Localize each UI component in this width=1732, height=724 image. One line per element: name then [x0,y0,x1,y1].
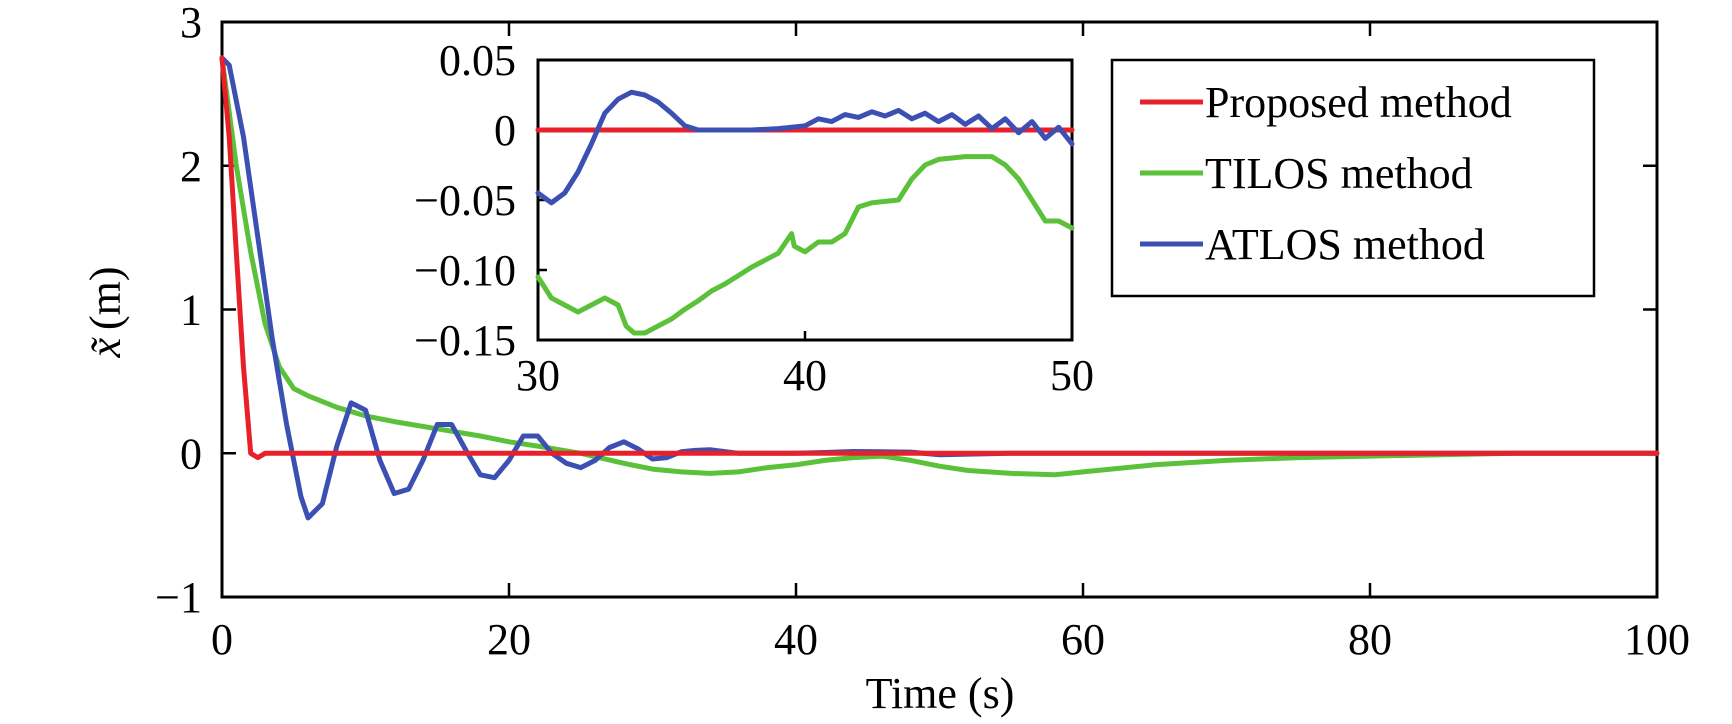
main-x-tick-label: 80 [1348,615,1392,664]
main-y-tick-label: 2 [180,142,202,191]
inset-y-tick-label: 0 [494,106,516,155]
inset-series-atlos-method [535,89,1075,206]
main-x-tick-label: 20 [487,615,531,664]
inset-series-tilos-method [535,154,1075,336]
legend-label-proposed: Proposed method [1205,78,1512,127]
main-series-proposed-method [219,55,1660,461]
main-y-tick-label: 3 [180,0,202,47]
y-axis-title: x̃ (m) [81,266,130,358]
main-x-tick-label: 60 [1061,615,1105,664]
main-y-tick-label: −1 [155,573,202,622]
main-x-tick-label: 0 [211,615,233,664]
legend-label-tilos: TILOS method [1205,149,1473,198]
legend-label-atlos: ATLOS method [1205,220,1485,269]
inset-series [535,89,1075,336]
main-y-tick-label: 1 [180,286,202,335]
main-x-tick-label: 100 [1624,615,1690,664]
legend: Proposed method TILOS method ATLOS metho… [1110,58,1596,298]
inset-y-tick-label: −0.05 [414,176,516,225]
inset-x-tick-label: 50 [1050,351,1094,400]
inset-y-tick-label: 0.05 [439,36,516,85]
main-series [219,55,1660,521]
main-x-tick-label: 40 [774,615,818,664]
main-series-tilos-method [219,55,1660,478]
inset-ticks: 30 40 50 0.05 0 −0.05 −0.10 −0.15 [414,36,1094,400]
inset-x-tick-label: 40 [783,351,827,400]
y-axis-unit: (m) [81,266,130,330]
inset-y-tick-label: −0.10 [414,246,516,295]
inset-x-tick-label: 30 [516,351,560,400]
main-y-tick-label: 0 [180,429,202,478]
inset-y-tick-label: −0.15 [414,316,516,365]
legend-box [1110,58,1596,298]
y-axis-symbol: x̃ [81,337,130,359]
x-axis-title: Time (s) [866,669,1015,718]
